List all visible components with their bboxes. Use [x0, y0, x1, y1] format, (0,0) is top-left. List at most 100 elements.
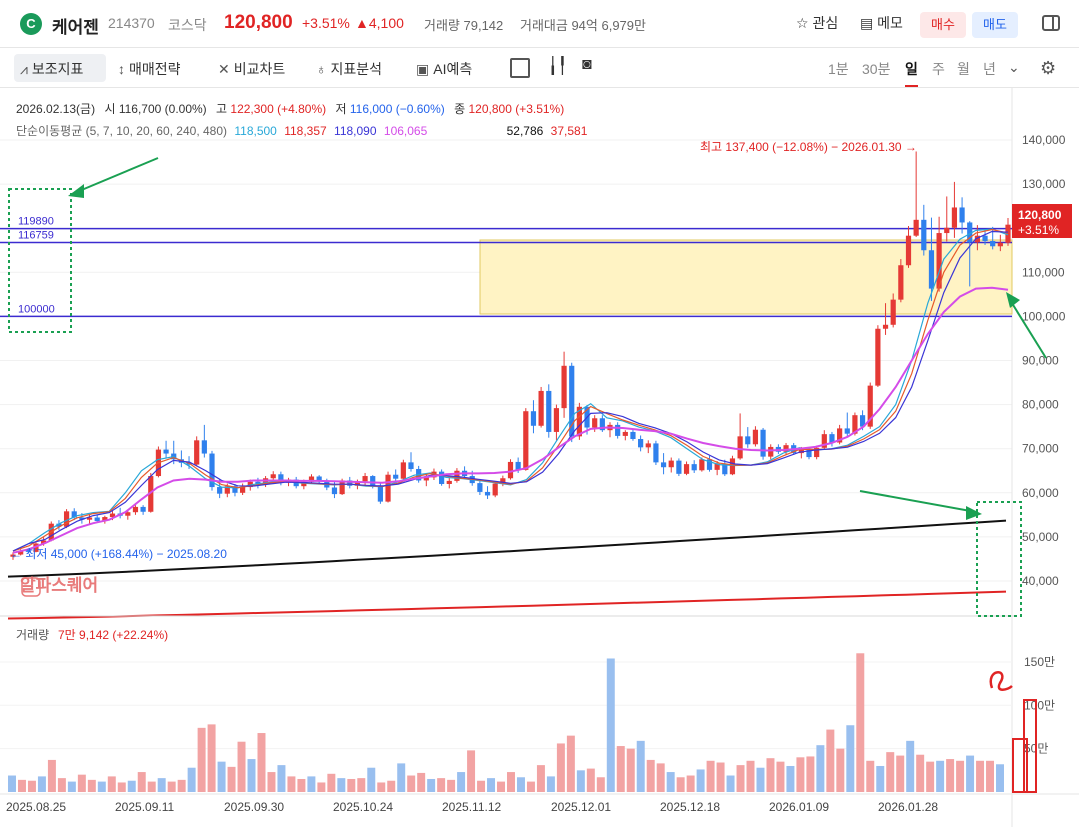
- candle-body: [561, 365, 567, 409]
- candle-body: [423, 477, 429, 481]
- ma-line: 단순이동평균 (5, 7, 10, 20, 60, 240, 480) 118,…: [16, 122, 587, 139]
- period-day[interactable]: 일: [905, 59, 918, 87]
- period-1min[interactable]: 1분: [828, 61, 849, 77]
- y-tick-label: 70,000: [1022, 442, 1059, 456]
- red-scribble: [989, 671, 1013, 691]
- volume-bar: [237, 741, 246, 792]
- volume-bar: [796, 757, 805, 792]
- price-tag-value: 120,800: [1018, 208, 1062, 222]
- candle-body: [439, 471, 445, 484]
- indicators-label: 보조지표: [31, 61, 84, 77]
- candle-body: [867, 385, 873, 427]
- analysis-label: 지표분석: [330, 61, 383, 77]
- red-box-outer: [1012, 738, 1028, 793]
- analysis-button[interactable]: ♁ 지표분석: [316, 59, 382, 79]
- candle-body: [691, 464, 697, 471]
- volume-bar: [267, 772, 276, 792]
- ai-label: AI예측: [433, 61, 473, 77]
- ai-predict-button[interactable]: ▣ AI예측: [416, 59, 472, 79]
- candle-body: [477, 483, 483, 492]
- volume-bar: [297, 778, 306, 792]
- sell-button[interactable]: 매도: [972, 12, 1018, 38]
- compare-button[interactable]: ✕ 비교차트: [218, 59, 285, 79]
- volume-bar: [556, 743, 565, 792]
- candle-body: [140, 506, 146, 512]
- y-tick-label: 130,000: [1022, 177, 1066, 191]
- ma20-line: [12, 286, 1009, 554]
- green-arrow-top: [71, 157, 159, 195]
- candle-body: [905, 235, 912, 266]
- volume-bar: [646, 759, 655, 792]
- candle-body: [844, 428, 850, 434]
- volume-bar: [666, 772, 675, 792]
- volume-bar: [77, 774, 86, 792]
- volume-bar: [97, 781, 106, 792]
- volume-bar: [636, 740, 645, 792]
- watermark-logo: 알파스퀘어: [20, 576, 98, 595]
- volume-bar: [616, 746, 625, 792]
- volume-bar: [866, 760, 875, 792]
- volume-bar: [457, 772, 466, 792]
- candle-body: [814, 447, 820, 458]
- period-year[interactable]: 년: [983, 61, 996, 77]
- gear-icon[interactable]: ⚙: [1040, 58, 1057, 78]
- candle-type-icon[interactable]: ╽╿: [548, 58, 568, 75]
- volume-bar: [227, 766, 236, 792]
- ma240-line: [7, 519, 1007, 578]
- candle-body: [546, 390, 552, 432]
- candle-body: [400, 462, 406, 479]
- volume-bar: [47, 759, 56, 792]
- watch-button[interactable]: ☆ 관심: [796, 15, 839, 31]
- volume-bar: [107, 776, 116, 792]
- candle-body: [454, 470, 460, 481]
- strategy-button[interactable]: ↕ 매매전략: [118, 59, 181, 79]
- company-logo-icon: C: [20, 13, 42, 35]
- volume-bar: [746, 760, 755, 792]
- volume-bar: [566, 735, 575, 792]
- candle-body: [890, 299, 896, 325]
- candle-body: [951, 207, 958, 228]
- volume-bar: [656, 763, 665, 792]
- candle-body: [109, 513, 116, 518]
- camera-icon[interactable]: ◙: [582, 56, 592, 73]
- candle-body: [752, 429, 759, 445]
- ma10-value: 118,090: [334, 124, 377, 138]
- volume-bar: [117, 782, 126, 792]
- candle-body: [347, 480, 353, 486]
- volume-bar: [926, 761, 935, 792]
- volume-bar: [696, 769, 705, 792]
- close-value: 120,800 (+3.51%): [468, 102, 565, 116]
- volume-bar: [207, 724, 216, 792]
- volume-bar: [27, 780, 36, 792]
- candle-body: [936, 233, 942, 289]
- period-week[interactable]: 주: [932, 61, 945, 77]
- draw-box-icon[interactable]: [510, 58, 530, 78]
- candle-body: [255, 481, 261, 485]
- candle-body: [944, 227, 950, 234]
- period-month[interactable]: 월: [957, 61, 970, 77]
- ohlc-date: 2026.02.13(금): [16, 102, 96, 116]
- volume-bar: [397, 763, 406, 792]
- period-30min[interactable]: 30분: [862, 61, 891, 77]
- indicators-button[interactable]: ⩘ 보조지표: [20, 59, 83, 79]
- candle-body: [63, 511, 70, 527]
- volume-bar: [576, 770, 585, 792]
- max-annotation: 최고 137,400 (−12.08%) − 2026.01.30 →: [700, 140, 917, 154]
- volume-bar: [536, 765, 545, 792]
- candle-body: [837, 428, 843, 443]
- candle-body: [201, 440, 207, 454]
- candle-body: [385, 474, 391, 502]
- buy-button[interactable]: 매수: [920, 12, 966, 38]
- volume-bar: [546, 776, 555, 792]
- price-tag: [1012, 204, 1072, 238]
- volume-value: 7만 9,142 (+22.24%): [58, 628, 168, 642]
- strategy-label: 매매전략: [129, 61, 181, 77]
- volume-bar: [856, 653, 865, 792]
- memo-button[interactable]: ▤ 메모: [860, 15, 903, 31]
- chevron-down-icon[interactable]: ⌄: [1008, 59, 1020, 75]
- candle-body: [553, 408, 560, 432]
- volume-bar: [786, 765, 795, 792]
- split-view-icon[interactable]: [1042, 15, 1060, 31]
- volume-bar: [756, 767, 765, 792]
